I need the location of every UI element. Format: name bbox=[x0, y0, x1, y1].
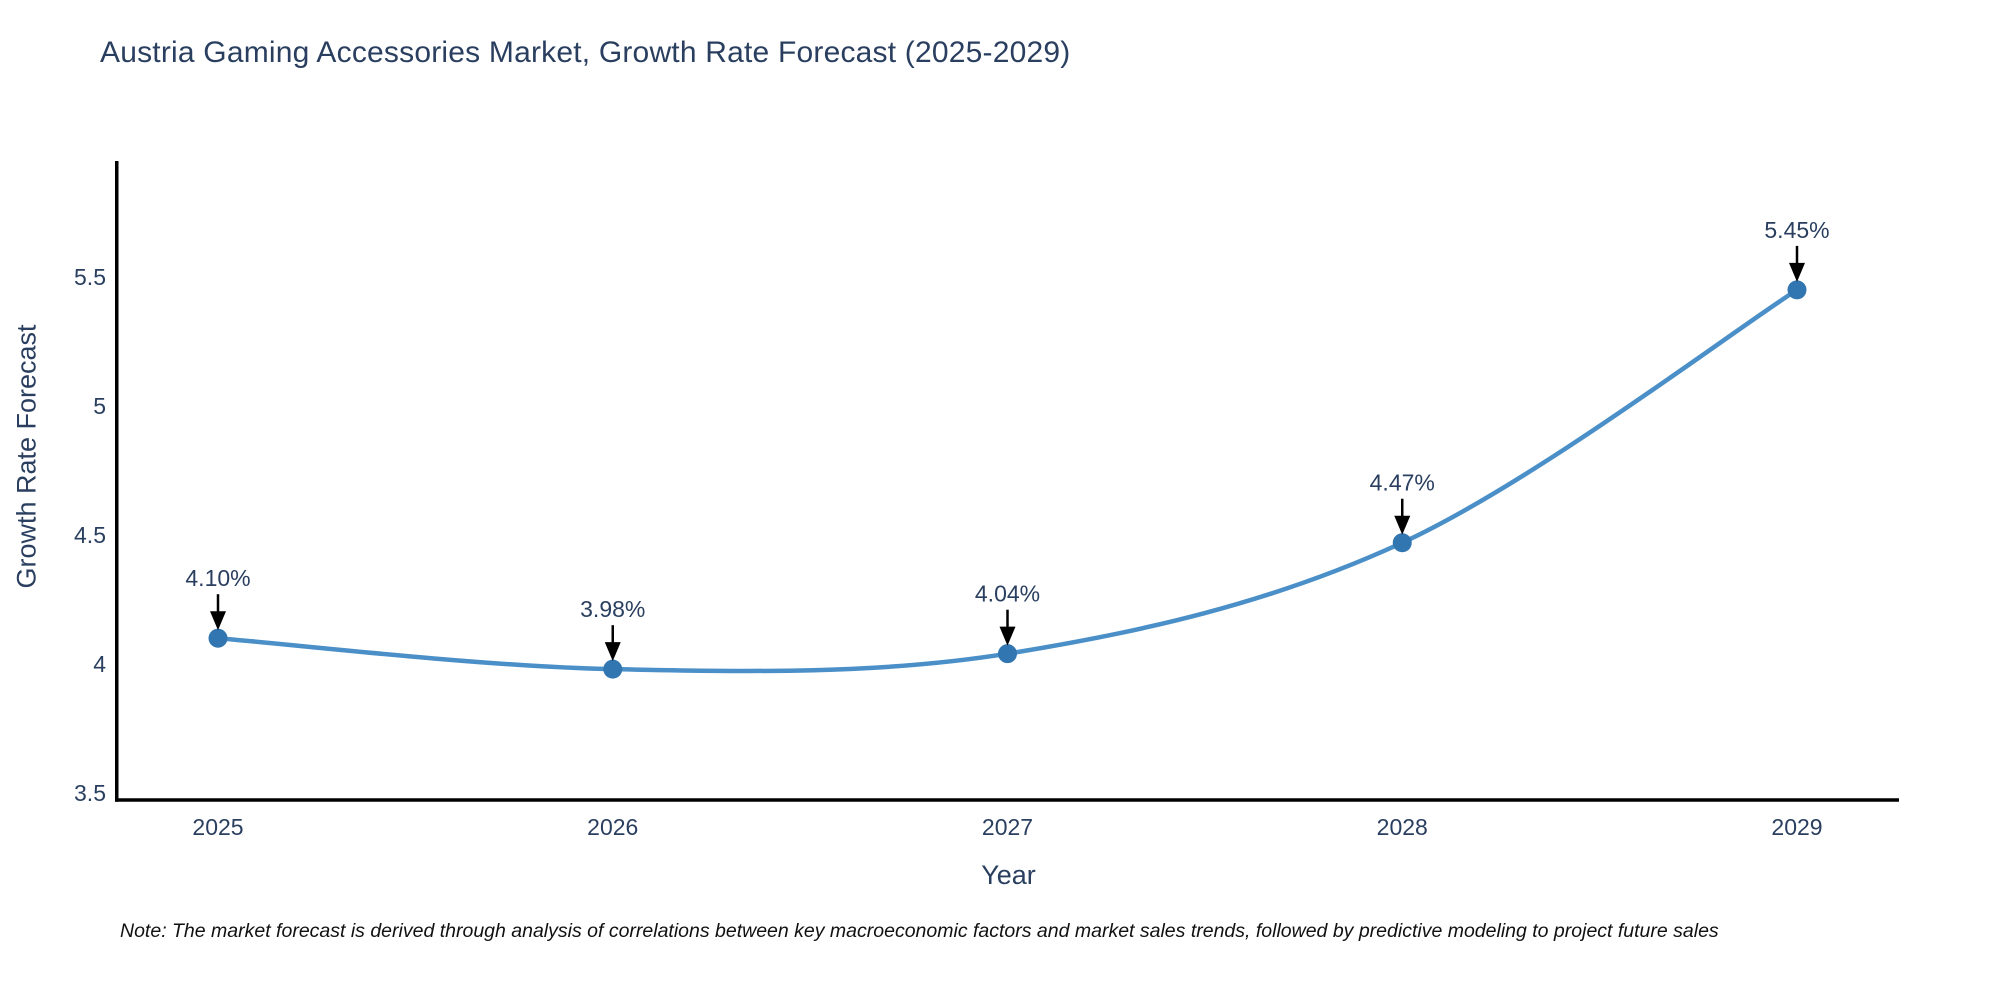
data-point-2028 bbox=[1392, 533, 1412, 553]
annotation-arrowhead-2027 bbox=[999, 626, 1016, 646]
x-tick-label: 2029 bbox=[1771, 814, 1822, 840]
annotation-arrowhead-2028 bbox=[1394, 515, 1411, 535]
data-point-2027 bbox=[998, 644, 1017, 664]
y-tick-label: 5 bbox=[93, 393, 106, 419]
annotation-label-2029: 5.45% bbox=[1764, 217, 1829, 243]
y-tick-label: 4.5 bbox=[74, 522, 106, 548]
forecast-line bbox=[215, 287, 1800, 674]
annotation-label-2027: 4.04% bbox=[975, 581, 1040, 607]
x-tick-label: 2025 bbox=[192, 814, 243, 840]
annotation-arrowhead-2025 bbox=[210, 611, 226, 631]
annotation-label-2025: 4.10% bbox=[185, 565, 250, 591]
chart-title: Austria Gaming Accessories Market, Growt… bbox=[100, 36, 1071, 69]
annotation-label-2026: 3.98% bbox=[580, 596, 645, 622]
annotation-label-2028: 4.47% bbox=[1370, 470, 1435, 496]
x-axis-title: Year bbox=[981, 860, 1036, 890]
data-point-2025 bbox=[208, 628, 228, 648]
x-tick-label: 2027 bbox=[982, 814, 1033, 840]
y-tick-label: 4 bbox=[93, 651, 106, 677]
annotation-arrowhead-2029 bbox=[1789, 262, 1805, 282]
x-tick-label: 2026 bbox=[587, 814, 638, 840]
y-tick-label: 3.5 bbox=[74, 780, 106, 806]
footnote: Note: The market forecast is derived thr… bbox=[120, 920, 1719, 942]
data-point-2029 bbox=[1787, 280, 1807, 300]
x-tick-label: 2028 bbox=[1377, 814, 1428, 840]
y-tick-label: 5.5 bbox=[74, 264, 106, 290]
data-point-2026 bbox=[603, 659, 623, 679]
annotation-arrowhead-2026 bbox=[604, 642, 621, 662]
